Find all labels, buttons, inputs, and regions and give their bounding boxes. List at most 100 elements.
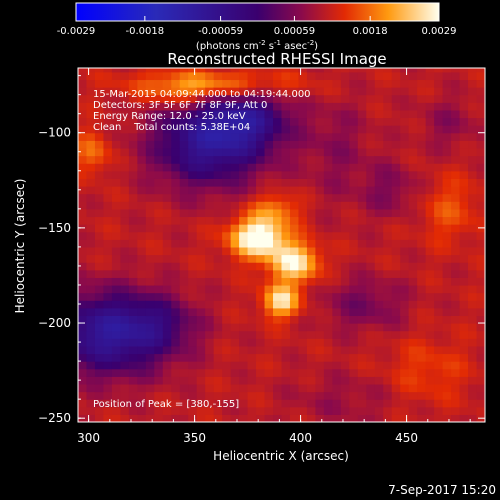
heatmap-cell xyxy=(349,170,359,179)
heatmap-cell xyxy=(357,94,367,103)
heatmap-cell xyxy=(213,117,223,126)
heatmap-cell xyxy=(256,132,266,141)
heatmap-cell xyxy=(366,147,376,157)
heatmap-cell xyxy=(442,125,452,134)
heatmap-cell xyxy=(476,68,485,73)
heatmap-cell xyxy=(340,277,350,286)
heatmap-cell xyxy=(196,361,206,370)
heatmap-cell xyxy=(451,216,461,225)
heatmap-cell xyxy=(239,102,249,111)
heatmap-cell xyxy=(179,163,189,172)
heatmap-cell xyxy=(289,383,300,393)
heatmap-cell xyxy=(289,246,300,256)
heatmap-cell xyxy=(222,68,232,73)
heatmap-cell xyxy=(230,87,240,96)
heatmap-cell xyxy=(357,315,367,324)
heatmap-cell xyxy=(349,399,359,408)
heatmap-cell xyxy=(179,208,189,218)
heatmap-cell xyxy=(417,201,427,210)
heatmap-cell xyxy=(289,102,300,111)
heatmap-cell xyxy=(417,132,427,141)
colorbar-units: (photons cm-2 s-1 asec-2) xyxy=(196,39,318,52)
heatmap-cell xyxy=(400,323,410,332)
heatmap-cell xyxy=(188,193,198,202)
heatmap-cell xyxy=(451,300,461,309)
heatmap-cell xyxy=(256,345,266,355)
heatmap-cell xyxy=(171,315,181,324)
heatmap-cell xyxy=(306,125,317,134)
heatmap-cell xyxy=(120,292,130,301)
heatmap-cell xyxy=(468,94,478,103)
heatmap-cell xyxy=(145,269,155,278)
heatmap-cell xyxy=(332,269,342,278)
heatmap-cell xyxy=(196,239,206,248)
heatmap-cell xyxy=(468,269,478,278)
heatmap-cell xyxy=(230,147,240,157)
heatmap-cell xyxy=(383,345,393,355)
heatmap-cell xyxy=(383,315,393,324)
heatmap-cell xyxy=(391,147,401,157)
heatmap-cell xyxy=(468,216,478,225)
heatmap-cell xyxy=(357,155,367,164)
heatmap-cell xyxy=(273,216,283,225)
heatmap-cell xyxy=(128,361,138,370)
heatmap-cell xyxy=(222,284,232,294)
heatmap-cell xyxy=(213,163,223,172)
heatmap-cell xyxy=(315,68,325,73)
heatmap-cell xyxy=(408,79,418,88)
heatmap-cell xyxy=(247,147,257,157)
heatmap-cell xyxy=(188,94,198,103)
heatmap-cell xyxy=(468,68,478,73)
heatmap-cell xyxy=(332,163,342,172)
heatmap-cell xyxy=(205,376,215,385)
heatmap-cell xyxy=(315,208,325,218)
heatmap-cell xyxy=(476,109,485,119)
heatmap-cell xyxy=(120,102,130,111)
heatmap-cell xyxy=(315,71,325,81)
heatmap-cell xyxy=(340,254,350,263)
heatmap-cell xyxy=(366,239,376,248)
heatmap-cell xyxy=(315,284,325,294)
heatmap-cell xyxy=(264,155,274,164)
heatmap-cell xyxy=(205,94,215,103)
heatmap-cell xyxy=(247,338,257,347)
heatmap-cell xyxy=(120,94,130,103)
heatmap-cell xyxy=(222,414,232,422)
heatmap-cell xyxy=(476,193,485,202)
heatmap-cell xyxy=(222,224,232,233)
heatmap-cell xyxy=(154,406,164,415)
heatmap-cell xyxy=(273,201,283,210)
heatmap-cell xyxy=(281,224,291,233)
heatmap-cell xyxy=(196,399,206,408)
heatmap-cell xyxy=(417,300,427,309)
heatmap-cell xyxy=(145,109,155,119)
heatmap-cell xyxy=(188,147,198,157)
heatmap-cell xyxy=(171,231,181,240)
heatmap-cell xyxy=(264,132,274,141)
heatmap-cell xyxy=(230,315,240,324)
heatmap-cell xyxy=(383,323,393,332)
heatmap-cell xyxy=(434,102,444,111)
heatmap-cell xyxy=(103,216,113,225)
heatmap-cell xyxy=(222,208,232,218)
heatmap-cell xyxy=(188,102,198,111)
heatmap-cell xyxy=(366,231,376,240)
heatmap-cell xyxy=(239,292,249,301)
heatmap-cell xyxy=(349,231,359,240)
heatmap-cell xyxy=(425,414,435,422)
heatmap-cell xyxy=(222,102,232,111)
heatmap-cell xyxy=(103,193,113,202)
heatmap-cell xyxy=(230,300,240,309)
heatmap-cell xyxy=(298,109,308,119)
heatmap-cell xyxy=(162,201,172,210)
heatmap-cell xyxy=(103,361,113,370)
heatmap-cell xyxy=(196,376,206,385)
heatmap-cell xyxy=(205,79,215,88)
heatmap-cell xyxy=(451,163,461,172)
heatmap-cell xyxy=(340,178,350,187)
heatmap-cell xyxy=(239,216,249,225)
heatmap-cell xyxy=(306,201,317,210)
heatmap-cell xyxy=(434,361,444,370)
heatmap-cell xyxy=(323,208,333,218)
heatmap-cell xyxy=(340,117,350,126)
